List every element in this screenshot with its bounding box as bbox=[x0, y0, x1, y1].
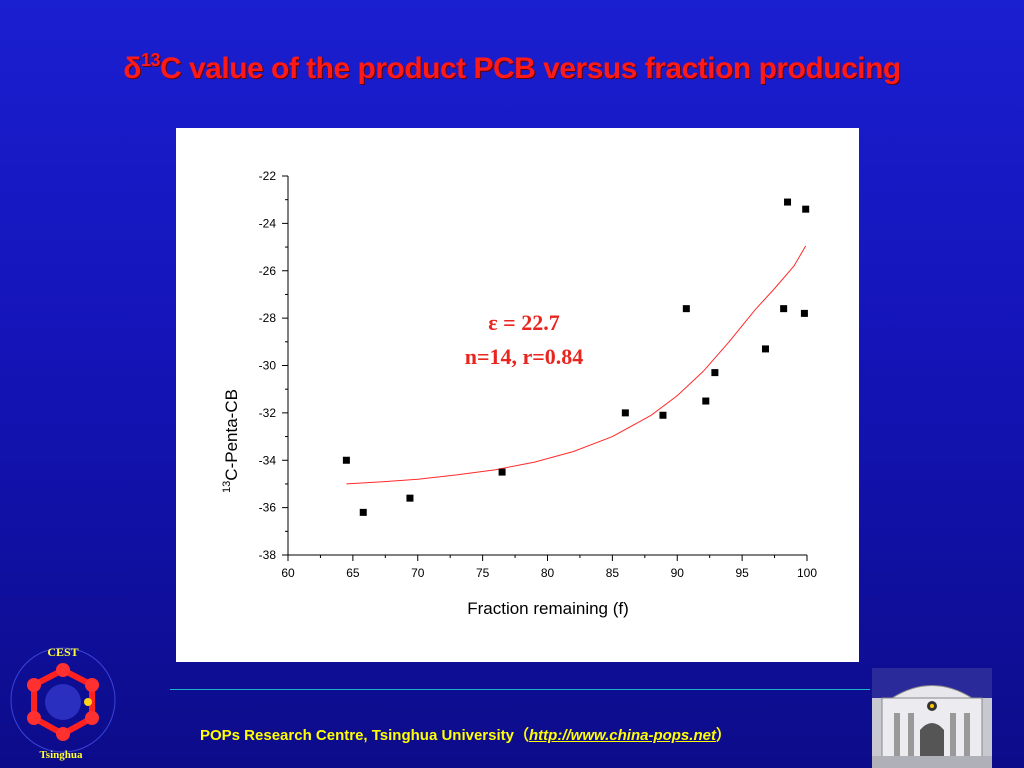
annotation-epsilon: ε = 22.7 bbox=[488, 310, 559, 335]
footer-org: POPs Research Centre, Tsinghua Universit… bbox=[200, 727, 514, 744]
x-tick-label: 95 bbox=[735, 566, 749, 580]
x-tick-label: 80 bbox=[541, 566, 555, 580]
logo-bottom-text: Tsinghua bbox=[39, 749, 83, 761]
y-tick-label: -30 bbox=[259, 359, 277, 373]
data-point bbox=[802, 205, 810, 213]
y-tick-label: -36 bbox=[259, 501, 277, 515]
footer-close: ） bbox=[715, 727, 731, 744]
data-point bbox=[800, 309, 808, 317]
footer: POPs Research Centre, Tsinghua Universit… bbox=[200, 724, 731, 745]
data-point bbox=[406, 494, 414, 502]
slide-title-prefix: δ bbox=[123, 52, 141, 85]
data-point bbox=[342, 456, 350, 464]
x-tick-label: 90 bbox=[671, 566, 685, 580]
fit-curve bbox=[346, 245, 807, 485]
data-point bbox=[659, 411, 667, 419]
scatter-chart: 60 65 70 75 80 85 90 95 100 -22 -24 -26 -28 -30 -32 -34… bbox=[221, 169, 817, 618]
x-tick-label: 70 bbox=[411, 566, 425, 580]
data-point bbox=[780, 305, 788, 313]
y-tick-label: -22 bbox=[259, 169, 277, 183]
chart-panel: 60 65 70 75 80 85 90 95 100 -22 -24 -26 -28 -30 -32 -34… bbox=[176, 128, 859, 662]
y-tick-label: -38 bbox=[259, 548, 277, 562]
tsinghua-gate-image bbox=[872, 668, 992, 768]
y-tick-label: -34 bbox=[259, 453, 277, 467]
y-tick-label: -32 bbox=[259, 406, 277, 420]
data-point bbox=[702, 397, 710, 405]
data-point bbox=[784, 198, 792, 206]
x-tick-label: 100 bbox=[797, 566, 817, 580]
footer-link[interactable]: http://www.china-pops.net bbox=[529, 727, 716, 744]
footer-divider bbox=[170, 689, 870, 690]
data-point bbox=[761, 345, 769, 353]
x-tick-label: 85 bbox=[606, 566, 620, 580]
y-axis-label-text: C-Penta-CB bbox=[222, 389, 241, 481]
annotation-stats: n=14, r=0.84 bbox=[465, 344, 584, 369]
slide-title-sup: 13 bbox=[140, 50, 161, 70]
x-axis-label: Fraction remaining (f) bbox=[467, 599, 629, 618]
y-tick-label: -26 bbox=[259, 264, 277, 278]
logo-top-text: CEST bbox=[47, 645, 78, 659]
data-point bbox=[621, 409, 629, 417]
data-point bbox=[498, 468, 506, 476]
data-point bbox=[711, 369, 719, 377]
y-axis-label: 13C-Penta-CB bbox=[221, 389, 241, 493]
cest-logo: CEST Tsinghua bbox=[10, 645, 116, 761]
data-point bbox=[682, 305, 690, 313]
slide-title-rest: C value of the product PCB versus fracti… bbox=[159, 52, 901, 85]
x-tick-label: 75 bbox=[476, 566, 490, 580]
footer-open: （ bbox=[514, 727, 530, 744]
y-tick-label: -28 bbox=[259, 311, 277, 325]
y-tick-label: -24 bbox=[259, 216, 277, 230]
y-axis-label-sup: 13 bbox=[221, 481, 233, 493]
x-tick-label: 65 bbox=[346, 566, 360, 580]
data-point bbox=[359, 508, 367, 516]
x-tick-label: 60 bbox=[281, 566, 295, 580]
slide-title: δ13C value of the product PCB versus fra… bbox=[0, 50, 1024, 86]
